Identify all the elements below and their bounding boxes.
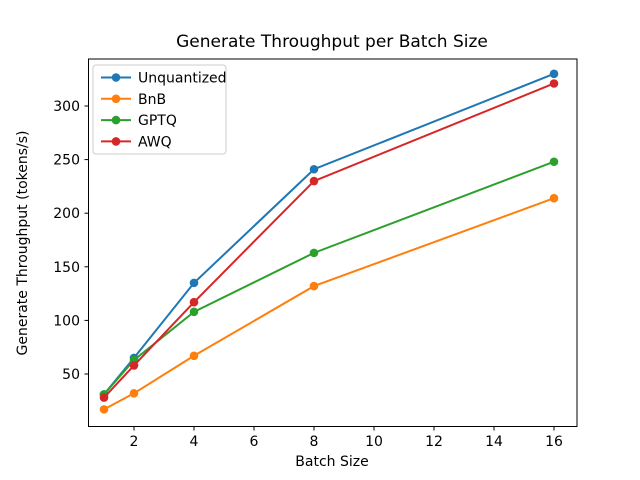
data-point-awq [309,176,319,186]
x-axis-label: Batch Size [295,454,368,470]
legend: Unquantized BnB GPTQ AWQ [92,64,227,155]
x-tick-label: 14 [485,434,503,450]
legend-label: BnB [138,92,166,108]
data-point-bnb [549,193,559,203]
data-point-bnb [129,388,139,398]
y-axis-label: Generate Throughput (tokens/s) [15,131,31,356]
legend-marker [111,94,121,104]
data-point-awq [549,79,559,88]
x-tick-label: 2 [130,434,139,450]
data-point-bnb [189,351,199,361]
legend-marker [111,115,121,125]
y-tick-label: 300 [53,99,80,115]
x-tick-label: 16 [545,434,563,450]
legend-label: GPTQ [138,113,177,129]
x-tick-label: 10 [365,434,383,450]
x-tick-label: 12 [425,434,443,450]
data-point-unquantized [189,278,199,288]
data-point-bnb [99,405,109,414]
legend-marker [111,137,121,146]
legend-marker [111,73,121,82]
y-tick-label: 200 [53,206,80,222]
legend-item-awq: AWQ [101,134,172,150]
data-point-unquantized [309,164,319,174]
data-point-unquantized [549,69,559,79]
chart-title: Generate Throughput per Batch Size [176,32,488,52]
data-point-awq [189,297,199,307]
y-tick-label: 250 [53,153,80,169]
y-tick-label: 150 [53,260,80,276]
x-tick-label: 4 [190,434,199,450]
y-tick-label: 100 [53,313,80,329]
x-tick-label: 6 [250,434,259,450]
data-point-awq [129,361,139,370]
data-point-awq [99,393,109,402]
data-point-gptq [549,157,559,167]
legend-label: AWQ [138,134,172,150]
x-tick-label: 8 [310,434,319,450]
legend-item-bnb: BnB [101,92,166,108]
legend-box [92,64,227,155]
legend-item-unquantized: Unquantized [101,71,227,87]
data-point-gptq [309,248,319,258]
y-tick-label: 50 [62,367,80,383]
data-point-gptq [189,307,199,317]
legend-item-gptq: GPTQ [101,113,177,129]
data-point-bnb [309,281,319,291]
legend-label: Unquantized [138,71,227,87]
